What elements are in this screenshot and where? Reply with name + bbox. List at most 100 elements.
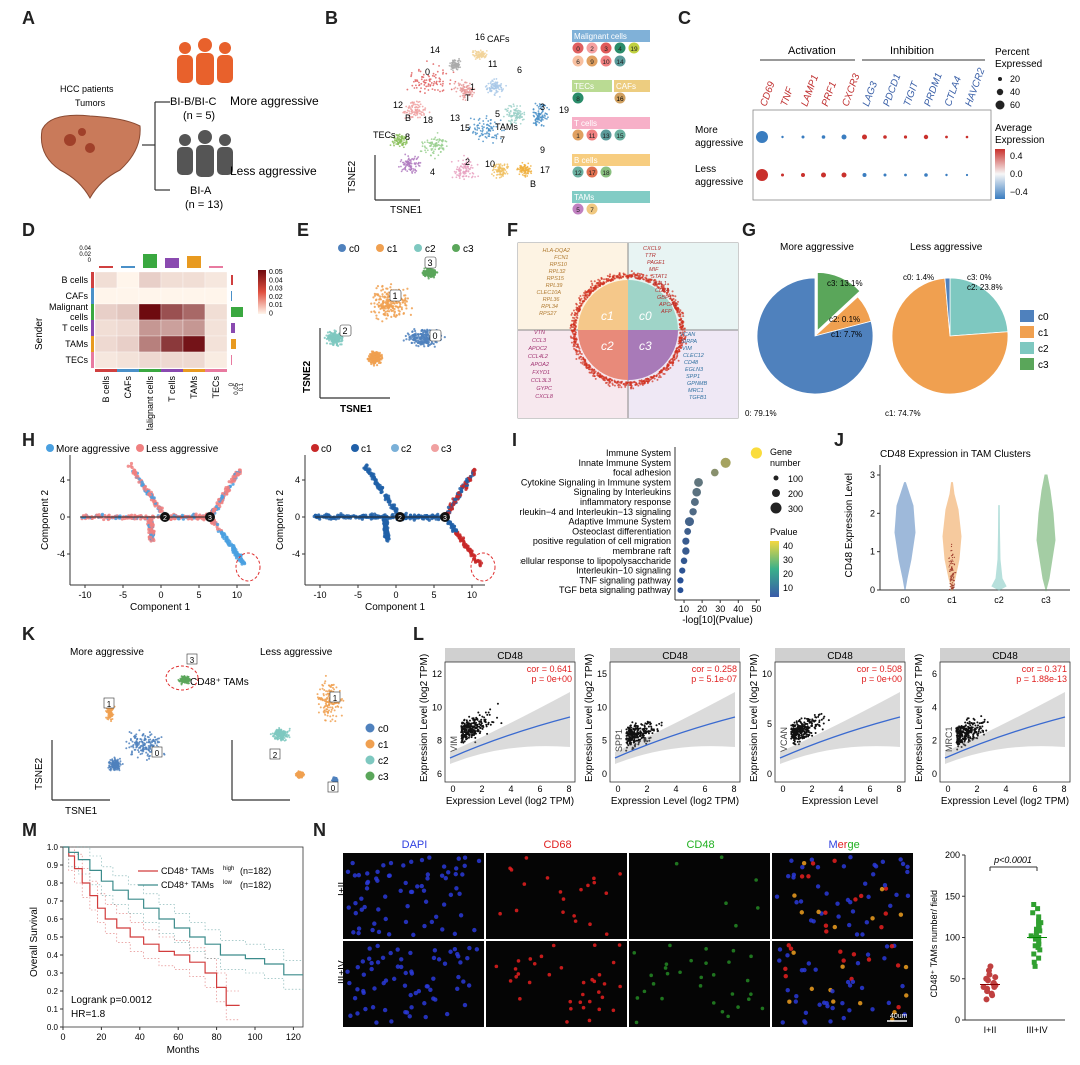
b-cell-point bbox=[548, 108, 551, 111]
b-cell-point bbox=[421, 111, 424, 114]
b-cell-point bbox=[466, 157, 469, 159]
e-cell-point bbox=[388, 310, 391, 313]
d-heat-cell bbox=[94, 303, 118, 321]
g-label: c2: 0.1% bbox=[829, 315, 860, 324]
b-cell-point bbox=[484, 132, 486, 135]
b-cell-point bbox=[413, 111, 416, 113]
d-heat-cell bbox=[116, 351, 140, 369]
b-cell-point bbox=[494, 134, 496, 137]
b-cell-point bbox=[473, 88, 476, 91]
h-cell-point bbox=[229, 480, 233, 484]
b-cell-point bbox=[438, 77, 441, 80]
d-heat-cell bbox=[160, 351, 184, 369]
b-cell-point bbox=[509, 105, 512, 107]
h-cell-point bbox=[462, 484, 466, 488]
f-gene-point bbox=[659, 282, 662, 285]
group2-n: (n = 13) bbox=[185, 199, 223, 211]
e-cell-point bbox=[337, 340, 340, 343]
b-cell-point bbox=[413, 101, 415, 104]
b-cell-point bbox=[455, 90, 458, 93]
e-cell-point bbox=[383, 296, 386, 299]
f-gene-point bbox=[603, 377, 606, 380]
b-cell-point bbox=[506, 167, 509, 170]
b-cell-point bbox=[420, 82, 423, 85]
g-pie-slice bbox=[949, 277, 1009, 337]
b-cell-point bbox=[445, 145, 448, 148]
b-legend-group bbox=[572, 154, 650, 166]
e-cell-point bbox=[433, 270, 437, 273]
d-row-label: TAMs bbox=[65, 339, 88, 349]
c-dot-less bbox=[756, 169, 768, 181]
b-cell-point bbox=[401, 144, 404, 147]
b-cell-point bbox=[495, 174, 498, 176]
c-dot-more bbox=[903, 135, 908, 139]
b-cell-point bbox=[461, 175, 464, 178]
e-cell-point bbox=[335, 336, 338, 339]
f-gene-point bbox=[579, 299, 582, 302]
e-cell-point bbox=[333, 332, 336, 335]
b-cell-point bbox=[461, 94, 464, 97]
f-gene-point bbox=[575, 353, 578, 356]
b-cell-point bbox=[542, 125, 545, 127]
b-cluster-label: 12 bbox=[393, 100, 403, 110]
panel-label-i: I bbox=[512, 430, 518, 450]
d-top-bar bbox=[143, 254, 157, 268]
b-cell-point bbox=[527, 168, 530, 171]
b-cell-point bbox=[485, 49, 488, 52]
e-cell-point bbox=[383, 306, 386, 309]
b-cell-point bbox=[492, 142, 494, 144]
f-gene-point bbox=[622, 382, 625, 385]
b-cell-point bbox=[477, 119, 480, 121]
d-right-bar bbox=[231, 291, 232, 301]
e-cell-point bbox=[381, 284, 384, 288]
b-cell-point bbox=[476, 132, 479, 135]
e-cell-point bbox=[427, 344, 430, 347]
h-cell-point bbox=[478, 563, 482, 567]
b-cell-point bbox=[462, 159, 465, 162]
d-heat-cell bbox=[138, 319, 162, 337]
b-cell-point bbox=[465, 169, 468, 172]
h-cell-point bbox=[367, 467, 371, 471]
h-cell-point bbox=[472, 472, 476, 477]
b-cell-point bbox=[465, 158, 468, 161]
e-cell-point bbox=[410, 307, 414, 310]
b-cell-point bbox=[504, 108, 507, 111]
b-cell-point bbox=[414, 106, 416, 109]
b-cell-point bbox=[398, 135, 401, 138]
g-legend-label: c2 bbox=[1038, 344, 1049, 355]
b-cluster-label: 1 bbox=[470, 82, 475, 92]
f-gene-point bbox=[569, 324, 572, 327]
g-title-less: Less aggressive bbox=[910, 242, 983, 253]
b-cluster-label: 4 bbox=[430, 167, 435, 177]
b-cluster-label: TAMs bbox=[495, 122, 518, 132]
d-top-bar bbox=[165, 258, 179, 268]
h-cell-point bbox=[365, 463, 369, 467]
b-cell-point bbox=[473, 91, 475, 94]
b-legend-group bbox=[572, 117, 650, 129]
g-label: c0: 79.1% bbox=[745, 409, 777, 418]
b-cell-point bbox=[479, 55, 482, 58]
b-cell-point bbox=[414, 103, 417, 106]
c-gene-label: PRDM1 bbox=[922, 71, 944, 108]
b-cell-point bbox=[392, 136, 395, 139]
d-heat-cell bbox=[116, 335, 140, 353]
b-cell-point bbox=[487, 124, 490, 127]
f-gene-point bbox=[660, 369, 663, 372]
h-cell-point bbox=[465, 477, 469, 481]
e-cell-point bbox=[375, 298, 378, 301]
b-cell-point bbox=[454, 172, 457, 175]
b-cell-point bbox=[411, 116, 414, 118]
f-gene-point bbox=[675, 347, 678, 350]
e-cell-point bbox=[422, 273, 426, 276]
b-cell-point bbox=[505, 171, 508, 173]
e-cell-point bbox=[381, 293, 384, 296]
b-cell-point bbox=[537, 110, 540, 113]
f-gene-point bbox=[653, 374, 656, 377]
b-cell-point bbox=[420, 150, 423, 153]
e-cell-point bbox=[421, 334, 424, 338]
f-gene-point bbox=[658, 280, 661, 283]
b-cell-point bbox=[412, 113, 415, 116]
b-cell-point bbox=[418, 84, 420, 87]
b-cell-point bbox=[439, 151, 442, 153]
b-cell-point bbox=[406, 170, 409, 173]
